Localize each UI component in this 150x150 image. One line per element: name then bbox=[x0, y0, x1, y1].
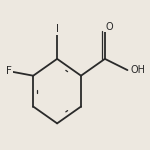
Text: I: I bbox=[56, 24, 59, 34]
Text: O: O bbox=[105, 22, 113, 32]
Text: F: F bbox=[6, 66, 12, 76]
Text: OH: OH bbox=[130, 65, 145, 75]
